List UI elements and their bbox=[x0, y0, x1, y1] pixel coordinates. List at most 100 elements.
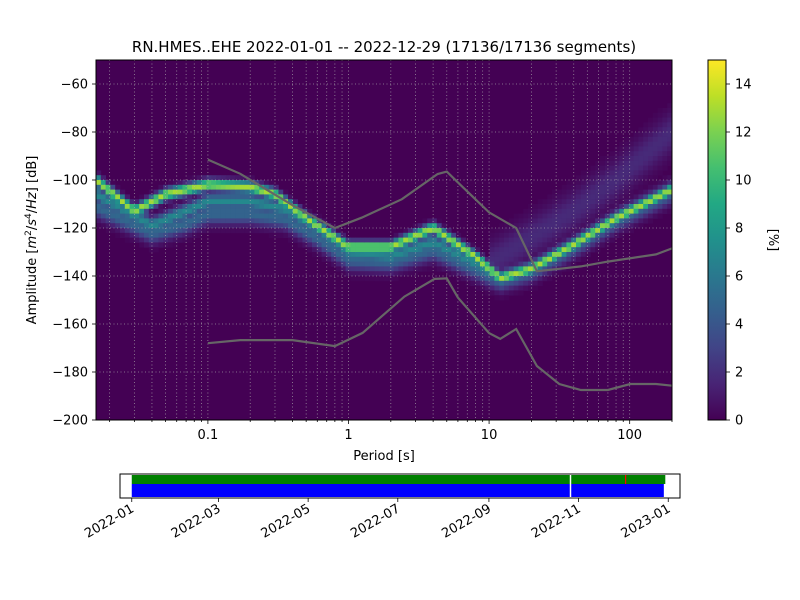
heatmap-cell bbox=[369, 237, 375, 243]
heatmap-cell bbox=[532, 261, 538, 267]
heatmap-cell bbox=[96, 189, 102, 195]
heatmap-cell bbox=[609, 189, 615, 195]
heatmap-cell bbox=[124, 194, 130, 200]
heatmap-cell bbox=[600, 165, 606, 171]
heatmap-cell bbox=[628, 160, 634, 166]
heatmap-cell bbox=[667, 151, 673, 157]
heatmap-cell bbox=[662, 108, 668, 114]
heatmap-cell bbox=[331, 228, 337, 234]
heatmap-cell bbox=[652, 112, 658, 118]
heatmap-cell bbox=[244, 223, 250, 229]
heatmap-cell bbox=[633, 194, 639, 200]
heatmap-cell bbox=[364, 261, 370, 267]
heatmap-cell bbox=[657, 108, 663, 114]
heatmap-cell bbox=[254, 189, 260, 195]
heatmap-cell bbox=[196, 175, 202, 181]
heatmap-cell bbox=[96, 184, 102, 190]
heatmap-cell bbox=[552, 247, 558, 253]
heatmap-cell bbox=[638, 170, 644, 176]
heatmap-cell bbox=[532, 237, 538, 243]
heatmap-cell bbox=[604, 242, 610, 248]
heatmap-cell bbox=[412, 266, 418, 272]
heatmap-cell bbox=[633, 213, 639, 219]
heatmap-cell bbox=[552, 213, 558, 219]
heatmap-cell bbox=[638, 160, 644, 166]
heatmap-cell bbox=[427, 252, 433, 258]
heatmap-cell bbox=[206, 213, 212, 219]
heatmap-cell bbox=[652, 117, 658, 123]
heatmap-cell bbox=[590, 218, 596, 224]
heatmap-cell bbox=[561, 256, 567, 262]
heatmap-cell bbox=[600, 242, 606, 248]
heatmap-cell bbox=[446, 271, 452, 277]
heatmap-cell bbox=[499, 276, 505, 282]
timeline-tick-label: 2022-07 bbox=[348, 501, 403, 541]
heatmap-cell bbox=[115, 232, 121, 238]
heatmap-cell bbox=[403, 228, 409, 234]
heatmap-cell bbox=[494, 276, 500, 282]
heatmap-cell bbox=[177, 180, 183, 186]
heatmap-cell bbox=[278, 189, 284, 195]
heatmap-cell bbox=[403, 266, 409, 272]
heatmap-cell bbox=[624, 160, 630, 166]
heatmap-cell bbox=[667, 127, 673, 133]
heatmap-cell bbox=[643, 189, 649, 195]
heatmap-cell bbox=[532, 247, 538, 253]
heatmap-cell bbox=[225, 194, 231, 200]
heatmap-cell bbox=[619, 223, 625, 229]
heatmap-cell bbox=[619, 175, 625, 181]
heatmap-cell bbox=[604, 232, 610, 238]
heatmap-cell bbox=[614, 160, 620, 166]
heatmap-cell bbox=[316, 237, 322, 243]
heatmap-cell bbox=[268, 199, 274, 205]
heatmap-cell bbox=[187, 213, 193, 219]
heatmap-cell bbox=[268, 194, 274, 200]
heatmap-cell bbox=[134, 218, 140, 224]
heatmap-cell bbox=[403, 232, 409, 238]
heatmap-cell bbox=[504, 242, 510, 248]
heatmap-cell bbox=[662, 156, 668, 162]
heatmap-cell bbox=[484, 280, 490, 286]
heatmap-cell bbox=[480, 252, 486, 258]
heatmap-cell bbox=[321, 228, 327, 234]
heatmap-cell bbox=[192, 175, 198, 181]
heatmap-cell bbox=[417, 228, 423, 234]
heatmap-cell bbox=[249, 213, 255, 219]
heatmap-cell bbox=[643, 213, 649, 219]
heatmap-cell bbox=[628, 170, 634, 176]
heatmap-cell bbox=[561, 232, 567, 238]
heatmap-cell bbox=[158, 232, 164, 238]
heatmap-cell bbox=[590, 242, 596, 248]
heatmap-cell bbox=[609, 175, 615, 181]
heatmap-cell bbox=[648, 146, 654, 152]
heatmap-cell bbox=[604, 237, 610, 243]
heatmap-cell bbox=[576, 237, 582, 243]
heatmap-cell bbox=[340, 252, 346, 258]
heatmap-cell bbox=[590, 247, 596, 253]
heatmap-cell bbox=[499, 271, 505, 277]
heatmap-cell bbox=[460, 276, 466, 282]
heatmap-cell bbox=[115, 208, 121, 214]
heatmap-cell bbox=[499, 252, 505, 258]
heatmap-cell bbox=[585, 237, 591, 243]
timeline-tick-label: 2023-01 bbox=[619, 501, 674, 541]
heatmap-cell bbox=[412, 228, 418, 234]
heatmap-cell bbox=[595, 228, 601, 234]
heatmap-cell bbox=[364, 256, 370, 262]
heatmap-cell bbox=[312, 218, 318, 224]
heatmap-cell bbox=[513, 213, 519, 219]
heatmap-cell bbox=[489, 247, 495, 253]
heatmap-cell bbox=[465, 256, 471, 262]
heatmap-cell bbox=[336, 247, 342, 253]
heatmap-cell bbox=[547, 218, 553, 224]
heatmap-cell bbox=[475, 256, 481, 262]
heatmap-cell bbox=[600, 160, 606, 166]
heatmap-cell bbox=[206, 218, 212, 224]
heatmap-cell bbox=[422, 218, 428, 224]
heatmap-cell bbox=[552, 223, 558, 229]
heatmap-cell bbox=[552, 189, 558, 195]
heatmap-cell bbox=[489, 232, 495, 238]
heatmap-cell bbox=[230, 204, 236, 210]
heatmap-cell bbox=[182, 208, 188, 214]
heatmap-cell bbox=[494, 290, 500, 296]
